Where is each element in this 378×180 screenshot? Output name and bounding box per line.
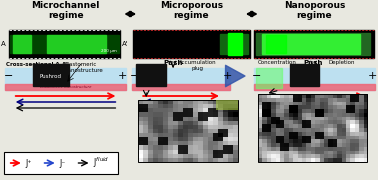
Bar bbox=[132, 84, 230, 90]
Bar bbox=[9, 30, 120, 58]
Text: Microchannel
regime: Microchannel regime bbox=[31, 1, 100, 20]
Text: J$^{fluid}$: J$^{fluid}$ bbox=[93, 156, 110, 170]
Text: J⁻: J⁻ bbox=[60, 159, 66, 168]
Text: Depletion: Depletion bbox=[328, 60, 355, 65]
Bar bbox=[138, 100, 238, 162]
Text: −: − bbox=[130, 71, 139, 81]
Text: elastomeric nanostructure: elastomeric nanostructure bbox=[40, 85, 91, 89]
Bar bbox=[256, 33, 370, 55]
Text: +: + bbox=[367, 71, 377, 81]
Bar bbox=[136, 64, 166, 86]
Text: A: A bbox=[1, 41, 6, 47]
Bar bbox=[132, 68, 230, 90]
Text: −: − bbox=[4, 71, 14, 81]
Bar bbox=[10, 35, 119, 53]
Bar bbox=[216, 100, 238, 110]
Bar bbox=[220, 34, 248, 54]
Text: A': A' bbox=[122, 41, 129, 47]
Text: −: − bbox=[252, 71, 262, 81]
Bar bbox=[262, 34, 360, 54]
Text: Push: Push bbox=[163, 60, 183, 66]
Bar bbox=[254, 68, 375, 90]
Text: Pushrod: Pushrod bbox=[40, 73, 62, 78]
Bar bbox=[13, 35, 31, 53]
Bar bbox=[256, 68, 282, 88]
Bar bbox=[228, 33, 242, 55]
Text: +: + bbox=[223, 71, 232, 81]
Text: 200 μm: 200 μm bbox=[101, 49, 117, 53]
Bar bbox=[258, 94, 367, 162]
Text: Microporous
regime: Microporous regime bbox=[160, 1, 223, 20]
Text: J⁺: J⁺ bbox=[26, 159, 32, 168]
Text: Push: Push bbox=[304, 60, 323, 66]
Bar bbox=[290, 64, 319, 86]
Bar bbox=[33, 64, 68, 86]
Text: Accumulation
plug: Accumulation plug bbox=[179, 60, 217, 71]
Bar bbox=[254, 84, 375, 90]
Bar bbox=[4, 152, 118, 174]
FancyArrowPatch shape bbox=[226, 65, 245, 87]
Text: Cross-sectional A-A': Cross-sectional A-A' bbox=[6, 62, 68, 67]
Bar bbox=[133, 30, 250, 58]
Text: Nanoporous
regime: Nanoporous regime bbox=[284, 1, 345, 20]
Bar bbox=[254, 30, 374, 58]
Bar bbox=[5, 68, 126, 90]
Text: Elastomeric
nanostructure: Elastomeric nanostructure bbox=[65, 62, 103, 73]
Text: Concentration: Concentration bbox=[258, 60, 297, 65]
Bar bbox=[266, 35, 286, 53]
Bar bbox=[46, 35, 106, 53]
Bar bbox=[5, 84, 126, 90]
Text: +: + bbox=[118, 71, 127, 81]
